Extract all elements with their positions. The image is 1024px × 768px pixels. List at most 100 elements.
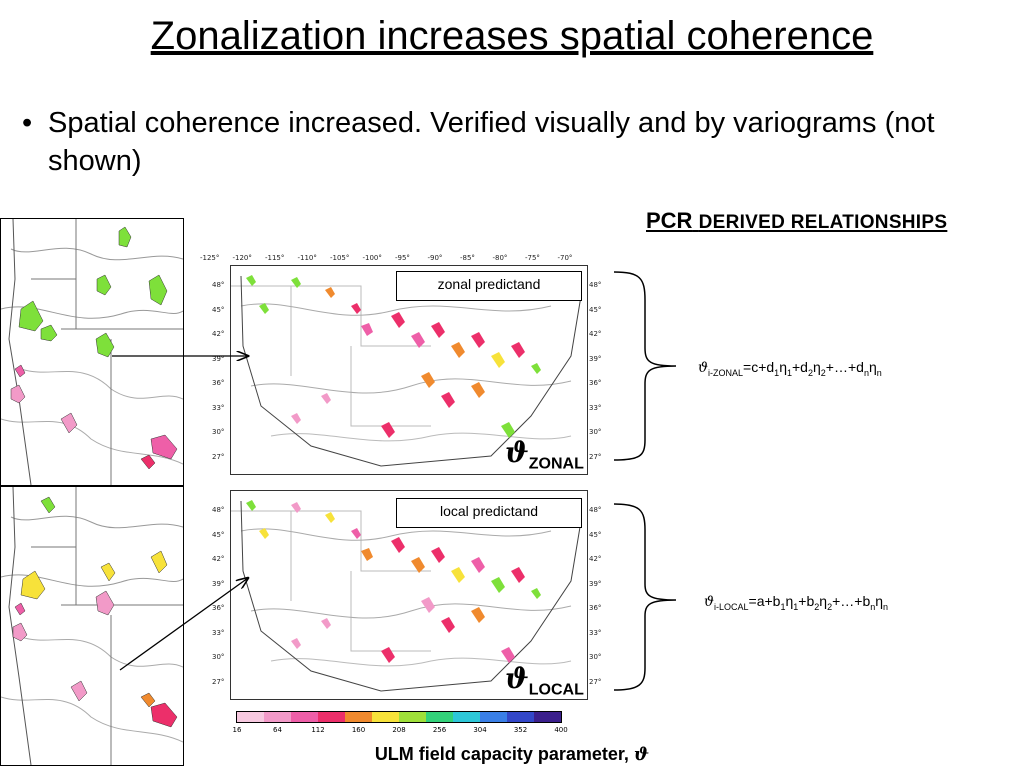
equation-theta: ϑ: [698, 360, 709, 376]
latitude-tick: 33°: [212, 628, 225, 637]
colorbar-swatch: [264, 712, 292, 722]
colorbar-swatch: [345, 712, 373, 722]
local-inset-graphic: [1, 487, 183, 765]
colorbar-tick: 160: [351, 726, 366, 734]
colorbar-tick: 304: [473, 726, 487, 734]
colorbar: [236, 711, 562, 723]
latitude-tick: 36°: [212, 604, 225, 612]
colorbar-tick: 208: [392, 726, 406, 734]
zonal-brace: [613, 271, 677, 461]
zonal-inset-graphic: [1, 219, 183, 485]
longitude-tick: -115°: [265, 254, 285, 262]
local-arrow: [119, 578, 248, 671]
latitude-tick: 42°: [589, 330, 602, 338]
colorbar-swatch: [453, 712, 481, 722]
equation-theta: ϑ: [704, 594, 715, 610]
longitude-tick: -125°: [200, 254, 220, 262]
latitude-tick: 27°: [589, 452, 602, 461]
theta-local-label: ϑLOCAL: [505, 662, 584, 700]
colorbar-tick: 16: [232, 726, 242, 734]
equation-subscript: i-ZONAL: [708, 367, 744, 378]
longitude-tick: -100°: [362, 254, 382, 262]
colorbar-tick: 352: [513, 726, 528, 734]
longitude-tick: -70°: [557, 254, 573, 262]
colorbar-label-text: ULM field capacity parameter,: [374, 744, 634, 764]
theta-local-sub: LOCAL: [528, 681, 584, 699]
colorbar-tick: 400: [554, 726, 568, 734]
longitude-tick: -80°: [492, 254, 508, 262]
longitude-tick: -75°: [525, 254, 540, 262]
slide-title: Zonalization increases spatial coherence: [150, 14, 874, 58]
colorbar-swatch: [534, 712, 562, 722]
colorbar-swatch: [399, 712, 427, 722]
latitude-tick: 36°: [212, 379, 225, 387]
latitude-tick: 30°: [212, 653, 225, 661]
theta-local-symbol: ϑ: [505, 662, 529, 695]
colorbar-frame: [236, 711, 562, 723]
colorbar-swatch: [372, 712, 400, 722]
latitude-tick: 39°: [589, 354, 602, 363]
latitude-tick: 30°: [589, 653, 602, 661]
longitude-tick: -95°: [395, 254, 410, 262]
zonal-equation: ϑi-ZONAL=c+d1η1+d2η2+…+dnηn: [698, 359, 882, 378]
colorbar-swatch: [480, 712, 508, 722]
local-brace: [613, 503, 677, 691]
equation-body: =c+d1η1+d2η2+…+dnηn: [743, 359, 882, 378]
colorbar-tick: 256: [432, 726, 447, 734]
latitude-tick: 42°: [212, 330, 225, 338]
latitude-tick: 48°: [212, 506, 225, 514]
zonal-map-graphic: [231, 275, 582, 467]
colorbar-swatch: [291, 712, 319, 722]
latitude-tick: 27°: [212, 677, 225, 686]
pcr-strong: PCR: [646, 208, 693, 233]
bullet-dot: •: [22, 107, 33, 139]
latitude-tick: 45°: [212, 305, 225, 314]
colorbar-swatch: [426, 712, 454, 722]
theta-zonal-label: ϑZONAL: [505, 436, 584, 474]
zonal-inset-map: [0, 218, 184, 486]
latitude-tick: 36°: [589, 379, 602, 387]
longitude-tick: -105°: [330, 254, 350, 262]
latitude-tick: 39°: [212, 579, 225, 588]
colorbar-swatch: [507, 712, 535, 722]
latitude-tick: 45°: [212, 530, 225, 539]
longitude-tick: -85°: [460, 254, 475, 262]
longitude-tick: -120°: [232, 254, 252, 262]
local-map: [230, 490, 588, 700]
colorbar-tick: 64: [273, 726, 282, 734]
latitude-tick: 36°: [589, 604, 602, 612]
zonal-predictand-label: zonal predictand: [396, 271, 582, 301]
equation-subscript: i-LOCAL: [714, 601, 749, 612]
local-predictand-label: local predictand: [396, 498, 582, 528]
latitude-tick: 30°: [212, 428, 225, 436]
latitude-tick: 27°: [212, 452, 225, 461]
latitude-tick: 48°: [212, 281, 225, 289]
colorbar-label-symbol: ϑ: [633, 744, 650, 765]
longitude-tick: -90°: [427, 254, 443, 262]
local-map-graphic: [231, 500, 582, 692]
pcr-heading: PCR DERIVED RELATIONSHIPS: [646, 208, 947, 234]
local-equation: ϑi-LOCAL=a+b1η1+b2η2+…+bnηn: [704, 593, 888, 612]
local-inset-map: [0, 486, 184, 766]
pcr-rest: DERIVED RELATIONSHIPS: [698, 212, 948, 233]
theta-zonal-sub: ZONAL: [528, 455, 584, 473]
longitude-tick: -110°: [297, 254, 317, 262]
latitude-tick: 39°: [589, 579, 602, 588]
latitude-tick: 33°: [589, 403, 602, 412]
equation-body: =a+b1η1+b2η2+…+bnηn: [748, 593, 889, 612]
latitude-tick: 42°: [589, 555, 602, 563]
bullet-text: Spatial coherence increased. Verified vi…: [48, 107, 935, 177]
latitude-tick: 30°: [589, 428, 602, 436]
latitude-tick: 48°: [589, 281, 602, 289]
theta-zonal-symbol: ϑ: [505, 436, 529, 469]
latitude-tick: 42°: [212, 555, 225, 563]
colorbar-swatch: [237, 712, 265, 722]
latitude-tick: 45°: [589, 305, 602, 314]
latitude-tick: 39°: [212, 354, 225, 363]
latitude-tick: 27°: [589, 677, 602, 686]
colorbar-label: ULM field capacity parameter, ϑ: [0, 744, 1024, 765]
latitude-tick: 33°: [589, 628, 602, 637]
colorbar-swatch: [318, 712, 346, 722]
latitude-tick: 33°: [212, 403, 225, 412]
